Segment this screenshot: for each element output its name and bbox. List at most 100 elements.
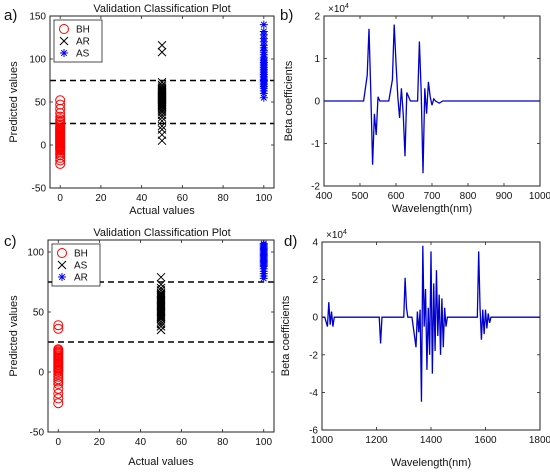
x-tick-label-c: 40 bbox=[135, 437, 147, 448]
y-tick-label-c: -50 bbox=[30, 428, 45, 439]
x-tick-label-c: 80 bbox=[217, 437, 229, 448]
legend-marker-as bbox=[57, 260, 67, 270]
data-point bbox=[157, 47, 167, 57]
x-tick-label-a: 60 bbox=[177, 193, 189, 204]
series-line-d bbox=[322, 245, 540, 402]
data-point bbox=[53, 344, 64, 355]
x-tick-label-d: 1400 bbox=[420, 435, 443, 446]
y-tick-label-b: 2 bbox=[314, 12, 320, 23]
x-axis-label-b: Wavelength(nm) bbox=[392, 203, 472, 215]
x-tick-label-d: 1000 bbox=[311, 435, 334, 446]
x-tick-label-b: 700 bbox=[424, 191, 441, 202]
x-tick-label-b: 900 bbox=[496, 191, 513, 202]
x-tick-label-c: 60 bbox=[176, 437, 188, 448]
x-tick-label-c: 100 bbox=[255, 437, 272, 448]
plot-area-b: 400 500 600 700 800 900 1000 -2 -1 0 1 2 bbox=[311, 12, 550, 203]
y-tick-label-d: 0 bbox=[312, 313, 318, 324]
series-ar-c bbox=[259, 240, 268, 283]
y-tick-label-a: 50 bbox=[35, 98, 47, 109]
x-tick-label-b: 600 bbox=[388, 191, 405, 202]
legend-label-ar: AR bbox=[74, 273, 88, 284]
y-tick-label-d: 4 bbox=[312, 238, 318, 249]
y-axis-label-d: Beta coefficients bbox=[280, 295, 292, 376]
panel-label-d: d) bbox=[284, 233, 297, 250]
legend-marker-ar bbox=[58, 273, 66, 281]
panel-label-b: b) bbox=[280, 7, 293, 24]
x-axis-label-d: Wavelength(nm) bbox=[391, 457, 471, 469]
x-tick-label-b: 400 bbox=[316, 191, 333, 202]
data-point bbox=[259, 20, 268, 29]
legend-label-ar: AR bbox=[76, 37, 90, 48]
data-point bbox=[55, 99, 66, 110]
data-point bbox=[55, 111, 66, 122]
data-point bbox=[156, 272, 166, 282]
data-point bbox=[53, 376, 64, 387]
y-tick-label-d: -2 bbox=[309, 350, 318, 361]
data-point bbox=[157, 77, 167, 87]
y-tick-label-c: 0 bbox=[38, 368, 44, 379]
data-point bbox=[157, 40, 167, 50]
plot-clip-c bbox=[48, 240, 274, 409]
panel-a: a) Validation Classification Plot 0 20 40 6… bbox=[4, 3, 275, 217]
plot-clip-a bbox=[50, 20, 274, 169]
y-tick-label-a: 0 bbox=[40, 141, 46, 152]
x-tick-label-a: 100 bbox=[255, 193, 272, 204]
panel-label-c: c) bbox=[4, 233, 17, 250]
data-point bbox=[156, 280, 166, 289]
x-tick-label-a: 20 bbox=[95, 193, 107, 204]
y-tick-label-a: 150 bbox=[29, 12, 46, 23]
data-point bbox=[156, 283, 166, 293]
y-tick-label-b: -2 bbox=[311, 182, 320, 193]
x-tick-label-b: 800 bbox=[460, 191, 477, 202]
data-point bbox=[157, 80, 167, 90]
x-tick-label-d: 1200 bbox=[365, 435, 388, 446]
data-point bbox=[53, 369, 64, 380]
x-tick-label-d: 1600 bbox=[474, 435, 497, 446]
plot-area-a: 0 20 40 60 80 100 -50 0 50 100 150 bbox=[29, 12, 274, 204]
data-point bbox=[55, 114, 66, 125]
series-as-c bbox=[156, 272, 166, 335]
chart-title-a: Validation Classification Plot bbox=[93, 3, 230, 15]
legend-marker-as bbox=[60, 49, 68, 57]
data-point bbox=[157, 84, 167, 94]
panel-d: d) ×104 1000 1200 1400 1600 1800 -6 -4 -2 0 2 4 Wa… bbox=[280, 229, 550, 469]
legend-marker-bh bbox=[57, 248, 67, 258]
legend-label-as: AS bbox=[74, 261, 88, 272]
panel-label-a: a) bbox=[4, 7, 17, 24]
legend-marker-ar bbox=[59, 36, 69, 46]
x-tick-label-a: 40 bbox=[136, 193, 148, 204]
axes-frame-b bbox=[323, 15, 541, 187]
data-point bbox=[53, 398, 64, 409]
data-point bbox=[259, 27, 268, 36]
series-line-b bbox=[324, 24, 540, 174]
x-tick-label-d: 1800 bbox=[529, 435, 550, 446]
legend-label-bh: BH bbox=[74, 249, 88, 260]
x-tick-label-b: 1000 bbox=[529, 191, 550, 202]
data-point bbox=[53, 393, 64, 404]
y-axis-label-a: Predicted values bbox=[8, 61, 20, 143]
y-tick-label-a: 100 bbox=[29, 55, 46, 66]
y-tick-label-c: 100 bbox=[27, 248, 44, 259]
x-axis-label-a: Actual values bbox=[129, 205, 195, 217]
data-point bbox=[53, 371, 64, 382]
axes-frame-c bbox=[47, 239, 275, 433]
y-tick-label-d: -6 bbox=[309, 426, 318, 437]
data-point bbox=[53, 323, 64, 334]
series-ar-a bbox=[157, 40, 167, 146]
data-point bbox=[157, 82, 167, 91]
legend-label-as: AS bbox=[76, 49, 90, 60]
axes-frame-a bbox=[49, 15, 275, 189]
y-axis-label-c: Predicted values bbox=[8, 295, 20, 377]
chart-title-c: Validation Classification Plot bbox=[93, 227, 230, 239]
y-tick-label-d: 2 bbox=[312, 275, 318, 286]
axes-frame-d bbox=[321, 241, 541, 431]
x-axis-label-c: Actual values bbox=[128, 456, 194, 468]
plot-clip-d bbox=[322, 245, 540, 402]
x-tick-label-a: 80 bbox=[218, 193, 230, 204]
series-bh-c bbox=[53, 320, 64, 409]
data-point bbox=[53, 379, 64, 389]
x-tick-label-b: 500 bbox=[352, 191, 369, 202]
